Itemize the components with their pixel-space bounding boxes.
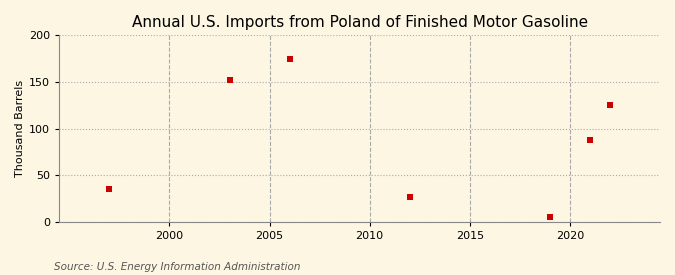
Point	[585, 138, 595, 142]
Point	[404, 194, 415, 199]
Point	[224, 78, 235, 82]
Point	[104, 187, 115, 191]
Text: Source: U.S. Energy Information Administration: Source: U.S. Energy Information Administ…	[54, 262, 300, 272]
Y-axis label: Thousand Barrels: Thousand Barrels	[15, 80, 25, 177]
Point	[284, 56, 295, 61]
Point	[605, 103, 616, 108]
Point	[545, 215, 556, 219]
Title: Annual U.S. Imports from Poland of Finished Motor Gasoline: Annual U.S. Imports from Poland of Finis…	[132, 15, 588, 30]
